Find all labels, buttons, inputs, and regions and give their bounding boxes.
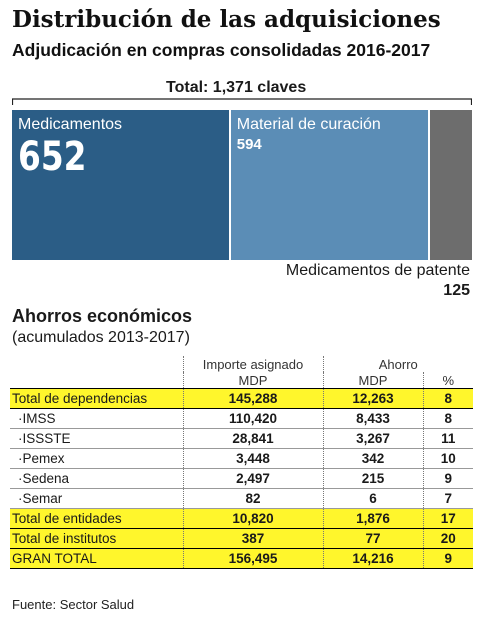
row-pct: 11 (422, 428, 473, 449)
row-ahorro: 14,216 (322, 548, 423, 569)
source-note: Fuente: Sector Salud (12, 597, 135, 612)
row-ahorro: 6 (322, 488, 423, 509)
savings-table: Importe asignado Ahorro MDP MDP % Total … (10, 356, 473, 569)
bar-0 (12, 110, 229, 260)
unit-pct: % (422, 372, 473, 389)
col-importe-header: Importe asignado (182, 356, 323, 372)
row-pct: 8 (422, 408, 473, 429)
row-name: ·Sedena (10, 468, 183, 489)
row-name: ·IMSS (10, 408, 183, 429)
table-row: ·Pemex 3,448 342 10 (10, 448, 473, 469)
bar-value-0: 652 (18, 134, 87, 180)
row-pct: 17 (422, 508, 473, 529)
row-importe: 28,841 (182, 428, 323, 449)
table-row: Total de entidades 10,820 1,876 17 (10, 508, 473, 529)
row-importe: 145,288 (182, 388, 323, 409)
table-row: Total de dependencias 145,288 12,263 8 (10, 388, 473, 409)
col-ahorro-header: Ahorro (322, 356, 473, 372)
row-pct: 9 (422, 468, 473, 489)
row-name: ·Pemex (10, 448, 183, 469)
row-name: ·Semar (10, 488, 183, 509)
row-pct: 7 (422, 488, 473, 509)
row-name: Total de entidades (10, 508, 183, 529)
patente-value: 125 (443, 282, 470, 299)
table-row: GRAN TOTAL 156,495 14,216 9 (10, 548, 473, 569)
row-ahorro: 342 (322, 448, 423, 469)
total-bracket (12, 98, 472, 105)
savings-subtitle: (acumulados 2013-2017) (12, 329, 190, 346)
bar-label-1: Material de curación (236, 116, 381, 133)
row-pct: 9 (422, 548, 473, 569)
page-subtitle: Adjudicación en compras consolidadas 201… (12, 40, 431, 60)
row-pct: 10 (422, 448, 473, 469)
row-ahorro: 8,433 (322, 408, 423, 429)
row-importe: 3,448 (182, 448, 323, 469)
row-importe: 156,495 (182, 548, 323, 569)
table-row: ·IMSS 110,420 8,433 8 (10, 408, 473, 429)
row-name: Total de institutos (10, 528, 183, 549)
row-ahorro: 3,267 (322, 428, 423, 449)
row-importe: 110,420 (182, 408, 323, 429)
row-pct: 8 (422, 388, 473, 409)
chart-total-label: Total: 1,371 claves (166, 79, 307, 96)
row-ahorro: 215 (322, 468, 423, 489)
row-name: ·ISSSTE (10, 428, 183, 449)
unit-importe: MDP (182, 372, 323, 389)
page-title: Distribución de las adquisiciones (12, 6, 441, 33)
row-name: GRAN TOTAL (10, 548, 183, 569)
table-row: Total de institutos 387 77 20 (10, 528, 473, 549)
row-ahorro: 1,876 (322, 508, 423, 529)
unit-ahorro: MDP (322, 372, 423, 389)
row-importe: 387 (182, 528, 323, 549)
bar-value-1: 594 (236, 136, 262, 153)
table-row: ·Semar 82 6 7 (10, 488, 473, 509)
table-row: ·ISSSTE 28,841 3,267 11 (10, 428, 473, 449)
row-importe: 82 (182, 488, 323, 509)
row-pct: 20 (422, 528, 473, 549)
table-row: ·Sedena 2,497 215 9 (10, 468, 473, 489)
bar-2 (430, 110, 472, 260)
bar-label-0: Medicamentos (18, 116, 123, 133)
row-name: Total de dependencias (10, 388, 183, 409)
patente-label: Medicamentos de patente (285, 262, 470, 279)
bar-1 (230, 110, 429, 260)
savings-title: Ahorros económicos (12, 306, 193, 326)
row-ahorro: 77 (322, 528, 423, 549)
row-ahorro: 12,263 (322, 388, 423, 409)
row-importe: 10,820 (182, 508, 323, 529)
row-importe: 2,497 (182, 468, 323, 489)
